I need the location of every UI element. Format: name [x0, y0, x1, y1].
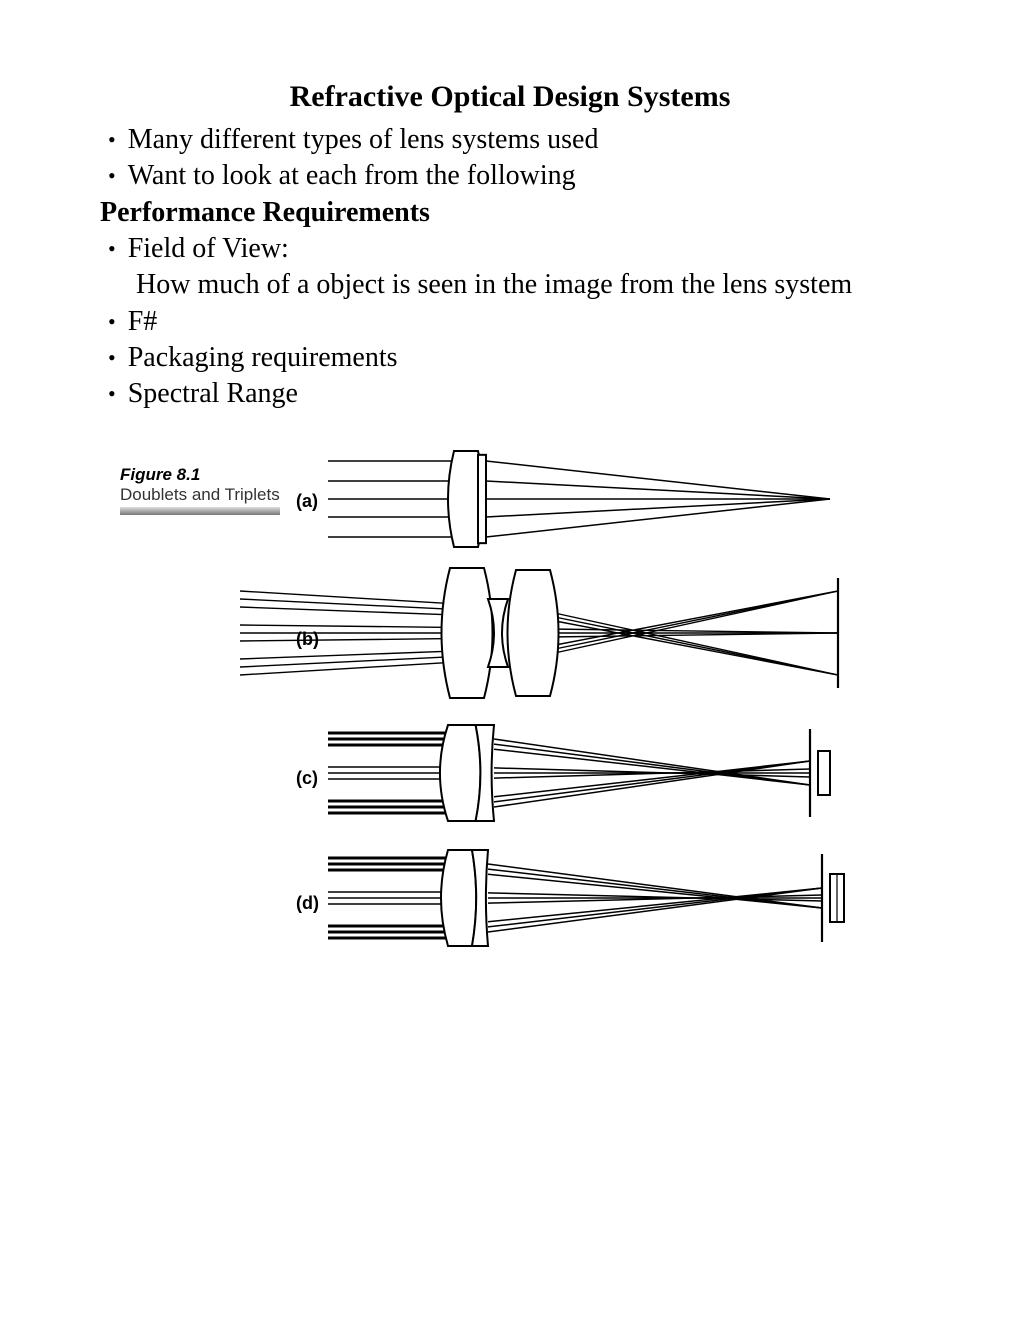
list-item: • Packaging requirements [108, 340, 920, 376]
list-item: • Spectral Range [108, 376, 920, 412]
list-item-subtext: How much of a object is seen in the imag… [100, 267, 920, 303]
list-item: • Many different types of lens systems u… [108, 122, 920, 158]
list-item-text: Packaging requirements [128, 340, 398, 376]
list-item-text: Spectral Range [128, 376, 298, 412]
optics-diagram [110, 443, 850, 983]
page-title: Refractive Optical Design Systems [100, 80, 920, 114]
list-item-text: Field of View: [128, 231, 289, 267]
list-item: • F# [108, 304, 920, 340]
list-item-text: F# [128, 304, 158, 340]
bullet-icon: • [108, 340, 116, 376]
section-heading: Performance Requirements [100, 197, 920, 229]
list-item: • Want to look at each from the followin… [108, 158, 920, 194]
list-item-text: Many different types of lens systems use… [128, 122, 599, 158]
bullet-icon: • [108, 122, 116, 158]
bullet-icon: • [108, 231, 116, 267]
figure-8-1: Figure 8.1 Doublets and Triplets (a) (b)… [110, 443, 850, 983]
perf-list-cont: • F# • Packaging requirements • Spectral… [100, 304, 920, 413]
intro-list: • Many different types of lens systems u… [100, 122, 920, 195]
list-item-text: Want to look at each from the following [128, 158, 576, 194]
bullet-icon: • [108, 304, 116, 340]
list-item: • Field of View: [108, 231, 920, 267]
bullet-icon: • [108, 158, 116, 194]
bullet-icon: • [108, 376, 116, 412]
perf-list: • Field of View: [100, 231, 920, 267]
